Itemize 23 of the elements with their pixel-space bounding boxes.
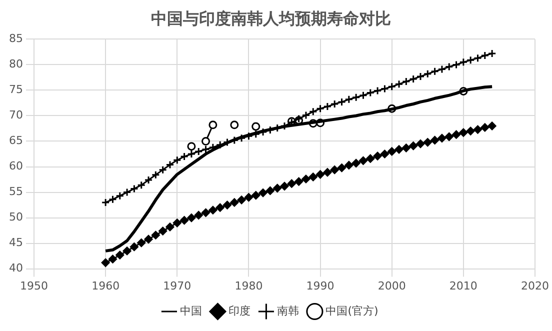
x-tick-label: 1990 (306, 279, 334, 292)
legend-label: 印度 (228, 304, 251, 318)
x-tick-label: 2020 (521, 279, 550, 292)
y-tick-label: 75 (8, 83, 23, 96)
x-tick-label: 1960 (92, 279, 120, 292)
y-tick-label: 50 (8, 210, 23, 224)
y-tick-label: 70 (8, 108, 23, 122)
x-tick-label: 2010 (449, 279, 478, 292)
y-tick-label: 85 (8, 32, 23, 46)
y-tick-label: 60 (8, 160, 23, 173)
y-tick-label: 65 (8, 134, 23, 148)
y-tick-label: 80 (8, 58, 23, 71)
y-tick-label: 55 (8, 185, 23, 198)
x-tick-label: 1980 (234, 279, 263, 292)
x-tick-label: 1950 (20, 279, 48, 292)
legend-label: 南韩 (277, 304, 300, 318)
y-tick-label: 45 (8, 236, 23, 250)
legend-label: 中国 (180, 304, 202, 318)
x-tick-label: 2000 (378, 279, 406, 292)
legend-label: 中国(官方) (326, 304, 378, 318)
chart-title: 中国与印度南韩人均预期寿命对比 (151, 8, 391, 28)
x-tick-label: 1970 (163, 279, 192, 292)
y-tick-label: 40 (8, 262, 23, 275)
